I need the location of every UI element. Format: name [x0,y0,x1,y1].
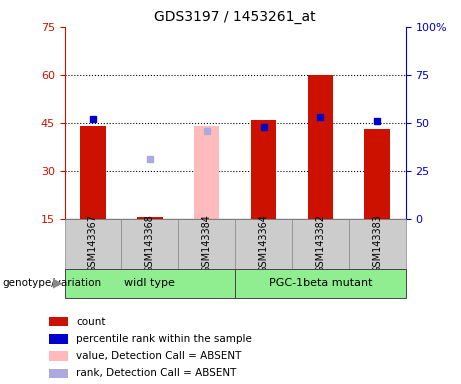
Text: GSM143368: GSM143368 [145,214,155,273]
Bar [121,219,178,269]
Bar [49,351,68,361]
Text: GSM143384: GSM143384 [201,214,212,273]
Bar [65,219,121,269]
Text: count: count [76,316,106,327]
Bar [235,269,406,298]
Bar [365,129,390,219]
Bar [235,219,292,269]
Bar [49,369,68,378]
Bar [251,120,276,219]
Text: GSM143367: GSM143367 [88,214,98,273]
Text: PGC-1beta mutant: PGC-1beta mutant [269,278,372,288]
Text: value, Detection Call = ABSENT: value, Detection Call = ABSENT [76,351,242,361]
Text: GSM143364: GSM143364 [259,214,269,273]
Text: ▶: ▶ [53,277,62,290]
Text: genotype/variation: genotype/variation [2,278,101,288]
Text: GSM143383: GSM143383 [372,214,382,273]
Bar [65,269,235,298]
Bar [292,219,349,269]
Title: GDS3197 / 1453261_at: GDS3197 / 1453261_at [154,10,316,25]
Bar [349,219,406,269]
Bar [307,75,333,219]
Bar [194,126,219,219]
Bar [137,217,163,219]
Text: widl type: widl type [124,278,175,288]
Bar [49,317,68,326]
Text: GSM143382: GSM143382 [315,214,325,273]
Text: percentile rank within the sample: percentile rank within the sample [76,334,252,344]
Bar [178,219,235,269]
Text: rank, Detection Call = ABSENT: rank, Detection Call = ABSENT [76,368,236,379]
Bar [49,334,68,344]
Bar [80,126,106,219]
